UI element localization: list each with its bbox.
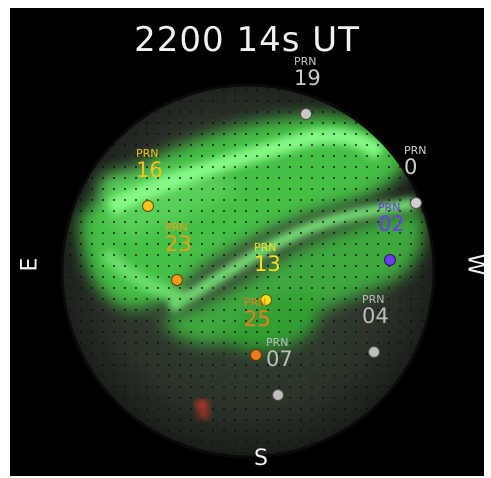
timestamp-title: 2200 14s UT: [134, 20, 360, 60]
satellite-id: 02: [378, 212, 405, 236]
satellite-dot: [272, 389, 284, 401]
satellite-dot: [260, 294, 272, 306]
red-emission-spots: [196, 401, 209, 418]
satellite-id: 25: [244, 307, 271, 331]
satellite-dot: [300, 108, 312, 120]
satellite-prn-label: PRN: [165, 221, 188, 234]
allsky-image-frame: 2200 14s UT E W S PRN 19 PRN 16 PRN 0 PR…: [10, 8, 484, 476]
satellite-prn-label: PRN: [136, 147, 159, 160]
satellite-dot: [142, 200, 154, 212]
satellite-id: 23: [165, 232, 192, 256]
satellite-prn-label: PRN: [244, 296, 267, 309]
satellite-dot: [368, 346, 380, 358]
direction-west-label: W: [462, 254, 484, 276]
satellite-prn-label: PRN: [254, 241, 277, 254]
satellite-id: 13: [254, 252, 281, 276]
pixel-grid-overlay: [62, 85, 434, 457]
satellite-id: 07: [266, 347, 293, 371]
satellite-prn-label: PRN: [294, 55, 317, 68]
direction-east-label: E: [17, 257, 43, 272]
satellite-id: 04: [362, 304, 389, 328]
satellite-prn-label: PRN: [404, 144, 427, 157]
satellite-id: 16: [136, 158, 163, 182]
satellite-prn-label: PRN: [378, 201, 401, 214]
satellite-id: 19: [294, 66, 321, 90]
allsky-camera-view: [60, 83, 436, 459]
satellite-dot: [384, 254, 396, 266]
horizon-edge: [60, 83, 436, 459]
satellite-prn-label: PRN: [362, 293, 385, 306]
satellite-prn-label: PRN: [266, 336, 289, 349]
satellite-dot: [171, 274, 183, 286]
direction-south-label: S: [254, 446, 268, 471]
satellite-dot: [250, 349, 262, 361]
satellite-id: 0: [404, 155, 418, 179]
satellite-dot: [410, 197, 422, 209]
